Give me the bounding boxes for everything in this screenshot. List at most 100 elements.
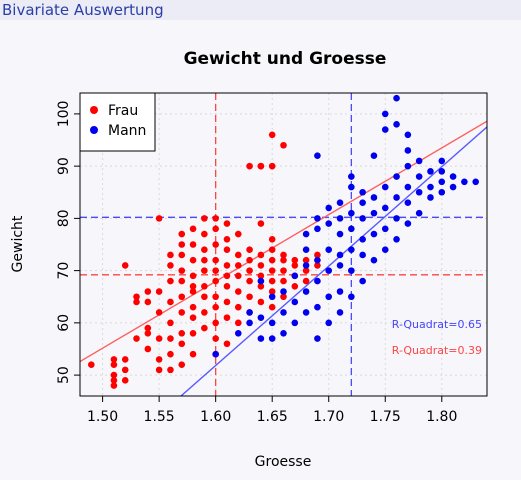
point-mann-57 [370,194,378,201]
point-frau-125 [268,162,276,170]
point-frau-109 [268,131,276,139]
point-mann-76 [404,131,412,139]
point-mann-25 [314,225,321,233]
point-frau-89 [246,293,253,301]
point-frau-110 [280,293,287,301]
y-tick-label-4: 90 [56,157,72,175]
point-frau-84 [234,272,242,280]
point-frau-49 [189,256,197,264]
panel-header: Bivariate Auswertung [0,0,521,20]
point-frau-26 [167,335,174,342]
point-frau-68 [212,256,219,264]
point-frau-24 [167,366,174,374]
point-frau-113 [280,256,287,264]
point-mann-8 [268,319,276,327]
point-frau-1 [110,382,118,389]
legend-marker-frau [90,106,98,114]
data-points [88,94,479,389]
point-frau-112 [280,267,287,274]
point-frau-51 [189,225,197,233]
point-frau-4 [110,361,118,368]
point-frau-86 [234,251,242,259]
point-frau-87 [234,230,242,238]
point-mann-29 [325,293,333,301]
point-mann-81 [427,194,434,201]
point-mann-6 [257,277,265,285]
x-axis-label: Groesse [255,454,312,470]
point-mann-85 [438,178,446,186]
point-mann-91 [472,178,479,186]
point-frau-124 [314,251,321,259]
point-frau-53 [201,309,208,316]
point-frau-95 [257,298,265,306]
y-tick-label-1: 60 [56,314,72,332]
point-frau-15 [144,324,152,332]
point-frau-54 [201,293,208,301]
point-mann-84 [438,188,446,196]
point-frau-27 [167,319,174,327]
point-frau-118 [291,262,299,269]
point-frau-17 [144,288,152,295]
point-mann-83 [427,168,434,175]
y-tick-label-3: 80 [56,209,72,227]
point-frau-5 [110,356,118,363]
point-frau-38 [178,267,186,274]
y-tick-label-5: 100 [56,101,72,128]
point-frau-120 [302,277,310,285]
point-frau-91 [246,267,253,274]
point-frau-13 [144,345,152,353]
point-mann-88 [449,183,457,191]
point-frau-98 [257,262,265,269]
panel-title: Bivariate Auswertung [2,1,164,19]
point-frau-64 [212,303,219,311]
point-mann-38 [336,230,344,238]
point-mann-18 [302,262,310,269]
point-frau-107 [268,246,276,254]
point-frau-55 [201,282,208,290]
r2-label-mann: R-Quadrat=0.65 [392,318,482,331]
point-mann-5 [257,314,265,321]
legend-label-mann: Mann [108,123,146,139]
point-frau-65 [212,293,219,301]
point-mann-74 [404,162,412,170]
point-frau-92 [246,256,253,264]
point-mann-69 [393,121,400,128]
r2-label-frau: R-Quadrat=0.39 [392,344,482,357]
point-mann-40 [336,199,344,207]
point-frau-56 [201,267,208,274]
point-mann-59 [381,246,389,254]
point-frau-104 [268,277,276,285]
point-mann-34 [336,309,344,316]
point-mann-16 [302,309,310,316]
point-mann-7 [268,335,276,342]
point-frau-39 [178,251,186,259]
point-frau-62 [212,335,219,342]
point-mann-52 [359,199,366,207]
point-frau-106 [268,256,276,264]
point-mann-89 [449,173,457,180]
point-frau-75 [223,282,231,290]
point-frau-94 [246,162,253,170]
point-frau-33 [178,340,186,348]
point-frau-31 [167,251,174,259]
scatter-chart: Gewicht und Groesse 1.50 1.55 1.60 1.65 1.70… [10,49,488,470]
point-mann-90 [461,178,468,186]
point-mann-30 [325,267,333,274]
point-mann-49 [359,251,366,259]
point-frau-63 [212,319,219,327]
point-mann-66 [393,215,400,222]
point-frau-80 [223,220,231,227]
point-frau-52 [201,324,208,332]
point-mann-41 [348,293,355,301]
point-frau-35 [178,309,186,316]
point-mann-4 [257,335,265,342]
point-mann-62 [381,183,389,191]
point-frau-30 [167,262,174,269]
point-frau-34 [178,330,186,337]
point-mann-23 [314,277,321,285]
point-frau-67 [212,267,219,274]
point-mann-56 [370,209,378,217]
point-mann-35 [336,288,344,295]
point-mann-53 [359,188,366,196]
point-mann-60 [381,225,389,233]
